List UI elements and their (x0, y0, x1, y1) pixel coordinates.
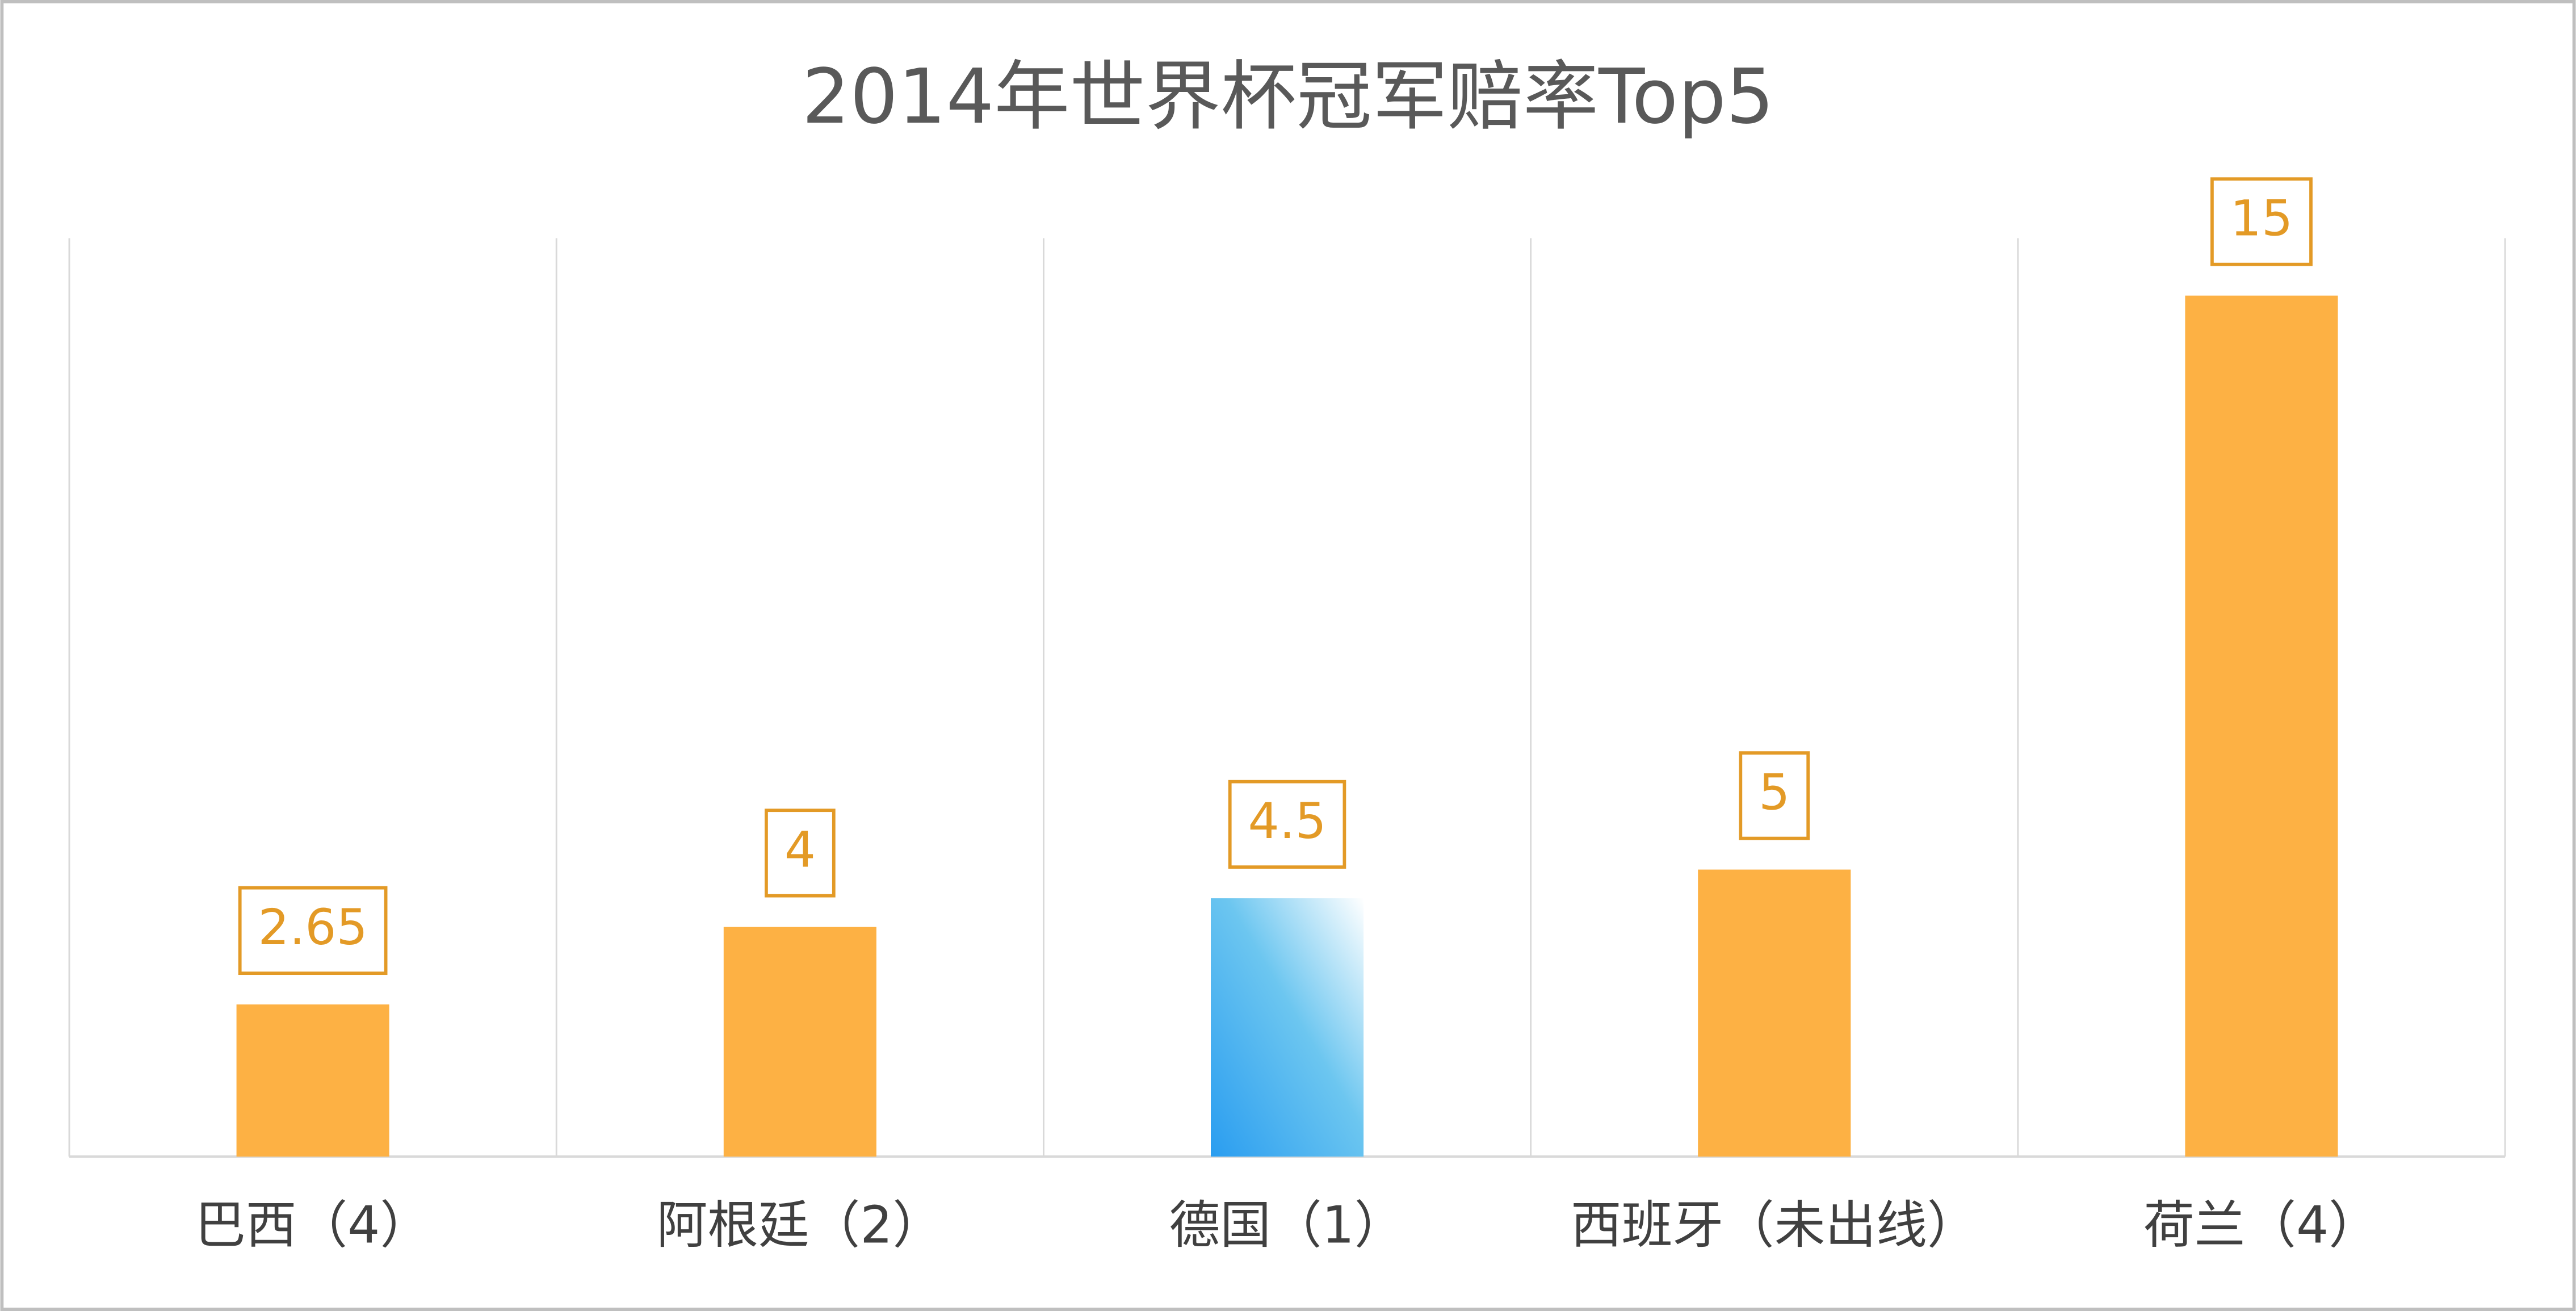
data-label: 2.65 (258, 899, 368, 956)
x-tick-label: 巴西（4） (195, 1196, 431, 1255)
bar (2185, 295, 2338, 1157)
data-label: 4.5 (1248, 793, 1327, 850)
data-label-box (765, 809, 836, 898)
bar (1698, 869, 1851, 1157)
data-label-box (1228, 780, 1346, 869)
x-tick-label: 荷兰（4） (2143, 1196, 2380, 1255)
x-tick-label: 阿根廷（2） (657, 1196, 943, 1255)
data-label: 15 (2230, 190, 2293, 247)
chart-title: 2014年世界杯冠军赔率Top5 (802, 53, 1774, 141)
data-label: 4 (784, 821, 816, 878)
bar (236, 1004, 389, 1157)
x-tick-label: 德国（1） (1169, 1196, 1406, 1255)
data-label-box (238, 886, 388, 975)
bar (723, 927, 876, 1157)
data-label: 5 (1759, 764, 1790, 821)
data-label-box (1739, 751, 1810, 840)
bar (1211, 898, 1364, 1157)
data-label-box (2210, 177, 2313, 266)
x-tick-label: 西班牙（未出线） (1571, 1196, 1978, 1255)
